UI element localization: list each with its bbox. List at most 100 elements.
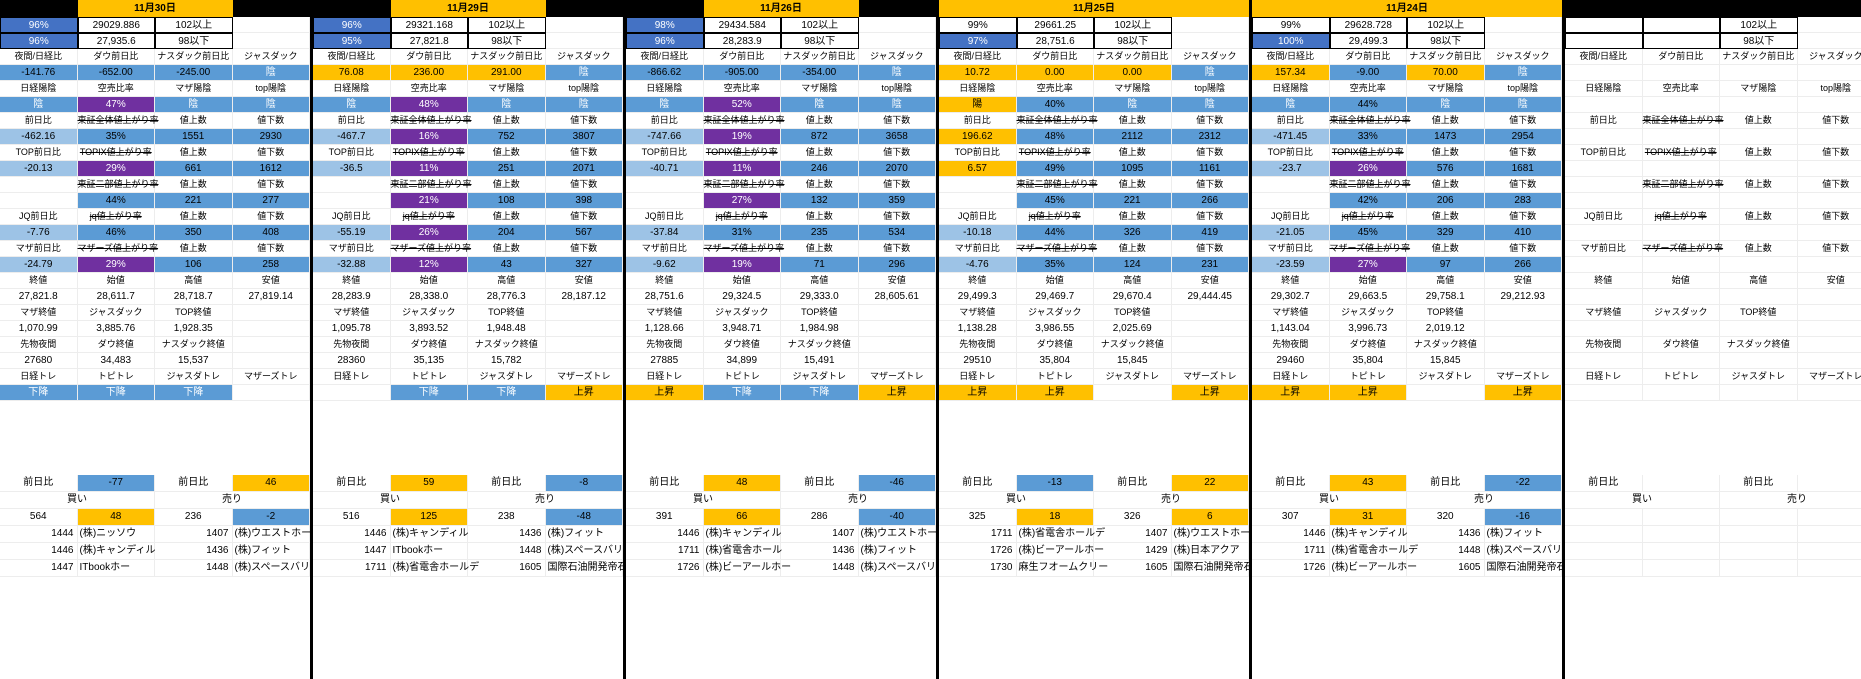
advance-ratio-cell[interactable]	[1642, 129, 1720, 145]
prev-day-diff-cell[interactable]: -747.66	[626, 129, 704, 145]
column-header[interactable]: 日経トレ	[0, 369, 78, 385]
column-header[interactable]: 値上数	[155, 113, 233, 129]
stock-name-cell[interactable]: (株)省電舎ホールデ	[1016, 526, 1105, 543]
sentiment-cell[interactable]: 陰	[1094, 97, 1172, 113]
threshold-value-cell[interactable]	[1642, 17, 1720, 33]
column-header[interactable]: ジャスダトレ	[781, 369, 859, 385]
column-header[interactable]: JQ前日比	[313, 209, 391, 225]
column-header[interactable]: 値上数	[1407, 145, 1485, 161]
column-header[interactable]: ジャスダック	[703, 305, 781, 321]
diff-value-cell[interactable]: 59	[390, 475, 468, 492]
threshold-label-cell[interactable]: 98以下	[781, 33, 859, 49]
column-header[interactable]	[1171, 337, 1249, 353]
count-cell[interactable]: 48	[77, 509, 155, 526]
advancers-cell[interactable]: 132	[781, 193, 859, 209]
trend-cell[interactable]: 下降	[781, 385, 859, 401]
column-header[interactable]: マザ陽陰	[1094, 81, 1172, 97]
night-value-cell[interactable]: 陰	[1171, 65, 1249, 81]
advancers-cell[interactable]: 872	[781, 129, 859, 145]
sentiment-cell[interactable]: 陰	[781, 97, 859, 113]
column-header[interactable]: 値上数	[1720, 177, 1798, 193]
sentiment-cell[interactable]: 44%	[1329, 97, 1407, 113]
column-header[interactable]	[1565, 177, 1643, 193]
column-header[interactable]: 東証全体値上がり率	[1329, 113, 1411, 129]
column-header[interactable]: jq値上がり率	[703, 209, 781, 225]
sentiment-cell[interactable]: 52%	[703, 97, 781, 113]
column-header[interactable]: 日経トレ	[313, 369, 391, 385]
price-cell[interactable]: 28,718.7	[155, 289, 233, 305]
stock-code-cell[interactable]	[1720, 560, 1798, 577]
prev-day-diff-cell[interactable]: -23.59	[1252, 257, 1330, 273]
price-cell[interactable]: 28,605.61	[858, 289, 936, 305]
decliners-cell[interactable]	[1797, 225, 1861, 241]
column-header[interactable]: 日経陽陰	[1252, 81, 1330, 97]
stock-code-cell[interactable]	[1720, 526, 1798, 543]
column-header[interactable]: 値上数	[468, 241, 546, 257]
advance-ratio-cell[interactable]: 31%	[703, 225, 781, 241]
advance-ratio-cell[interactable]: 42%	[1329, 193, 1407, 209]
column-header[interactable]: JQ前日比	[1252, 209, 1330, 225]
stock-code-cell[interactable]: 1448	[781, 560, 859, 577]
column-header[interactable]: 値上数	[781, 177, 859, 193]
column-header[interactable]: 始値	[1329, 273, 1407, 289]
column-header[interactable]: 先物夜間	[939, 337, 1017, 353]
column-header[interactable]: 値下数	[1171, 113, 1249, 129]
count-cell[interactable]	[1565, 509, 1643, 526]
prev-day-diff-cell[interactable]	[1565, 161, 1643, 177]
column-header[interactable]: 夜間/日経比	[626, 49, 704, 65]
trend-cell[interactable]: 下降	[155, 385, 233, 401]
stock-code-cell[interactable]: 1605	[1407, 560, 1485, 577]
advance-ratio-cell[interactable]: 11%	[703, 161, 781, 177]
column-header[interactable]: TOP終値	[781, 305, 859, 321]
column-header[interactable]	[232, 337, 310, 353]
column-header[interactable]	[626, 177, 704, 193]
stock-name-cell[interactable]	[1642, 543, 1720, 560]
prev-day-diff-cell[interactable]: -24.79	[0, 257, 78, 273]
sentiment-cell[interactable]	[1642, 97, 1720, 113]
trend-cell[interactable]: 下降	[390, 385, 468, 401]
column-header[interactable]: マザーズトレ	[1797, 369, 1861, 385]
column-header[interactable]: TOPIX値上がり率	[390, 145, 468, 161]
night-value-cell[interactable]: 236.00	[390, 65, 468, 81]
column-header[interactable]: ジャスダトレ	[1720, 369, 1798, 385]
sentiment-cell[interactable]: 陰	[1407, 97, 1485, 113]
column-header[interactable]: top陽陰	[1797, 81, 1861, 97]
market-close-cell[interactable]	[858, 353, 936, 369]
column-header[interactable]: 値上数	[468, 113, 546, 129]
column-header[interactable]	[232, 305, 310, 321]
column-header[interactable]: 値下数	[1797, 113, 1861, 129]
stock-code-cell[interactable]: 1436	[155, 543, 233, 560]
column-header[interactable]: TOP終値	[1094, 305, 1172, 321]
night-value-cell[interactable]: -866.62	[626, 65, 704, 81]
column-header[interactable]: TOPIX値上がり率	[703, 145, 781, 161]
column-header[interactable]: 値下数	[232, 177, 310, 193]
count-cell[interactable]: 307	[1252, 509, 1330, 526]
sentiment-cell[interactable]: 陰	[1484, 97, 1562, 113]
threshold-label-cell[interactable]: 102以上	[155, 17, 233, 33]
column-header[interactable]: マザーズトレ	[1484, 369, 1562, 385]
prev-day-diff-cell[interactable]: -7.76	[0, 225, 78, 241]
column-header[interactable]: 日経陽陰	[0, 81, 78, 97]
advancers-cell[interactable]	[1720, 161, 1798, 177]
column-header[interactable]: TOPIX値上がり率	[1329, 145, 1407, 161]
column-header[interactable]: 値上数	[1720, 113, 1798, 129]
count-cell[interactable]: 564	[0, 509, 78, 526]
column-header[interactable]: マザ終値	[1252, 305, 1330, 321]
threshold-label-cell[interactable]: 98以下	[1407, 33, 1485, 49]
price-cell[interactable]: 28,776.3	[468, 289, 546, 305]
prev-day-diff-cell[interactable]: -20.13	[0, 161, 78, 177]
column-header[interactable]: 値下数	[232, 209, 310, 225]
advancers-cell[interactable]	[1720, 257, 1798, 273]
price-cell[interactable]: 27,819.14	[232, 289, 310, 305]
column-header[interactable]: ジャスダック	[1329, 305, 1407, 321]
trend-cell[interactable]	[232, 385, 310, 401]
stock-name-cell[interactable]	[1642, 526, 1720, 543]
column-header[interactable]: ジャスダック	[1016, 305, 1094, 321]
advance-ratio-cell[interactable]: 26%	[1329, 161, 1407, 177]
column-header[interactable]: 日経トレ	[626, 369, 704, 385]
column-header[interactable]: 値上数	[1720, 241, 1798, 257]
column-header[interactable]: ジャスダトレ	[155, 369, 233, 385]
market-close-cell[interactable]	[232, 353, 310, 369]
night-value-cell[interactable]: 70.00	[1407, 65, 1485, 81]
sentiment-cell[interactable]: 47%	[77, 97, 155, 113]
